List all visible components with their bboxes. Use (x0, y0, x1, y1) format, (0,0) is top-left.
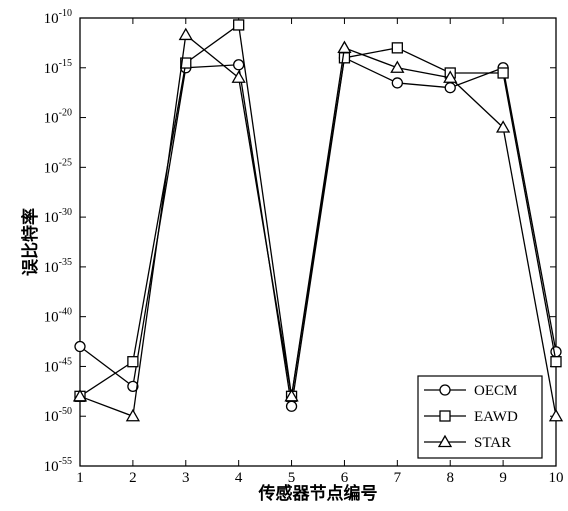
series-oecm (74, 52, 562, 412)
y-tick-label: 10-50 (44, 406, 72, 425)
y-tick-label: 10-10 (44, 8, 72, 27)
axis-ticks: 1 2 3 4 5 6 7 8 9 10 10-10 10-15 10-20 10-25 10-30 10-3… (44, 8, 564, 486)
marker-square (550, 356, 562, 368)
series-eawd (74, 19, 562, 402)
series-lines (72, 19, 564, 422)
x-tick-label: 8 (446, 470, 454, 486)
marker-square (180, 57, 192, 69)
marker-square (233, 19, 245, 31)
x-tick-label: 1 (76, 470, 84, 486)
x-tick-label: 2 (129, 470, 137, 486)
marker-triangle (495, 120, 511, 133)
marker-triangle (337, 40, 352, 54)
marker-triangle (284, 389, 299, 402)
marker-triangle (125, 408, 141, 422)
y-tick-label: 10-30 (44, 207, 72, 226)
series-line (79, 23, 557, 397)
legend-label: EAWD (474, 409, 518, 425)
marker-triangle (437, 434, 453, 448)
x-axis-label: 传感器节点编号 (258, 483, 378, 504)
marker-circle (550, 346, 562, 358)
legend-label: OECM (474, 383, 517, 399)
series-line (79, 33, 557, 418)
marker-triangle (390, 60, 405, 73)
legend-label: STAR (474, 435, 511, 451)
legend: OECM EAWD STAR (417, 375, 543, 459)
series-star (72, 27, 564, 422)
marker-square (497, 67, 509, 79)
marker-circle (127, 380, 139, 393)
marker-square (338, 52, 351, 64)
y-tick-label: 10-25 (44, 157, 72, 176)
y-tick-label: 10-45 (44, 356, 72, 375)
x-tick-label: 3 (182, 470, 190, 486)
x-tick-label: 5 (288, 470, 296, 486)
marker-circle (233, 59, 245, 71)
x-tick-label: 4 (235, 470, 243, 486)
y-tick-label: 10-15 (44, 58, 72, 77)
marker-circle (391, 77, 403, 89)
marker-square (391, 42, 403, 54)
marker-triangle (72, 389, 88, 402)
x-tick-label: 7 (394, 470, 402, 486)
marker-circle (74, 340, 86, 353)
y-axis-label: 误比特率 (20, 208, 41, 276)
marker-circle (439, 384, 451, 396)
plot-frame (79, 17, 557, 467)
marker-square (439, 410, 451, 422)
marker-square (127, 356, 139, 368)
marker-triangle (443, 70, 458, 83)
y-tick-label: 10-20 (44, 108, 72, 127)
y-tick-label: 10-35 (44, 257, 72, 276)
x-tick-label: 10 (549, 470, 564, 486)
x-tick-label: 6 (341, 470, 349, 486)
marker-triangle (231, 70, 246, 83)
marker-circle (285, 400, 298, 412)
y-tick-label: 10-40 (44, 307, 72, 326)
marker-triangle (548, 408, 564, 422)
x-tick-label: 9 (499, 470, 507, 486)
y-tick-label: 10-55 (44, 456, 72, 475)
marker-circle (444, 82, 456, 94)
marker-triangle (178, 27, 193, 41)
